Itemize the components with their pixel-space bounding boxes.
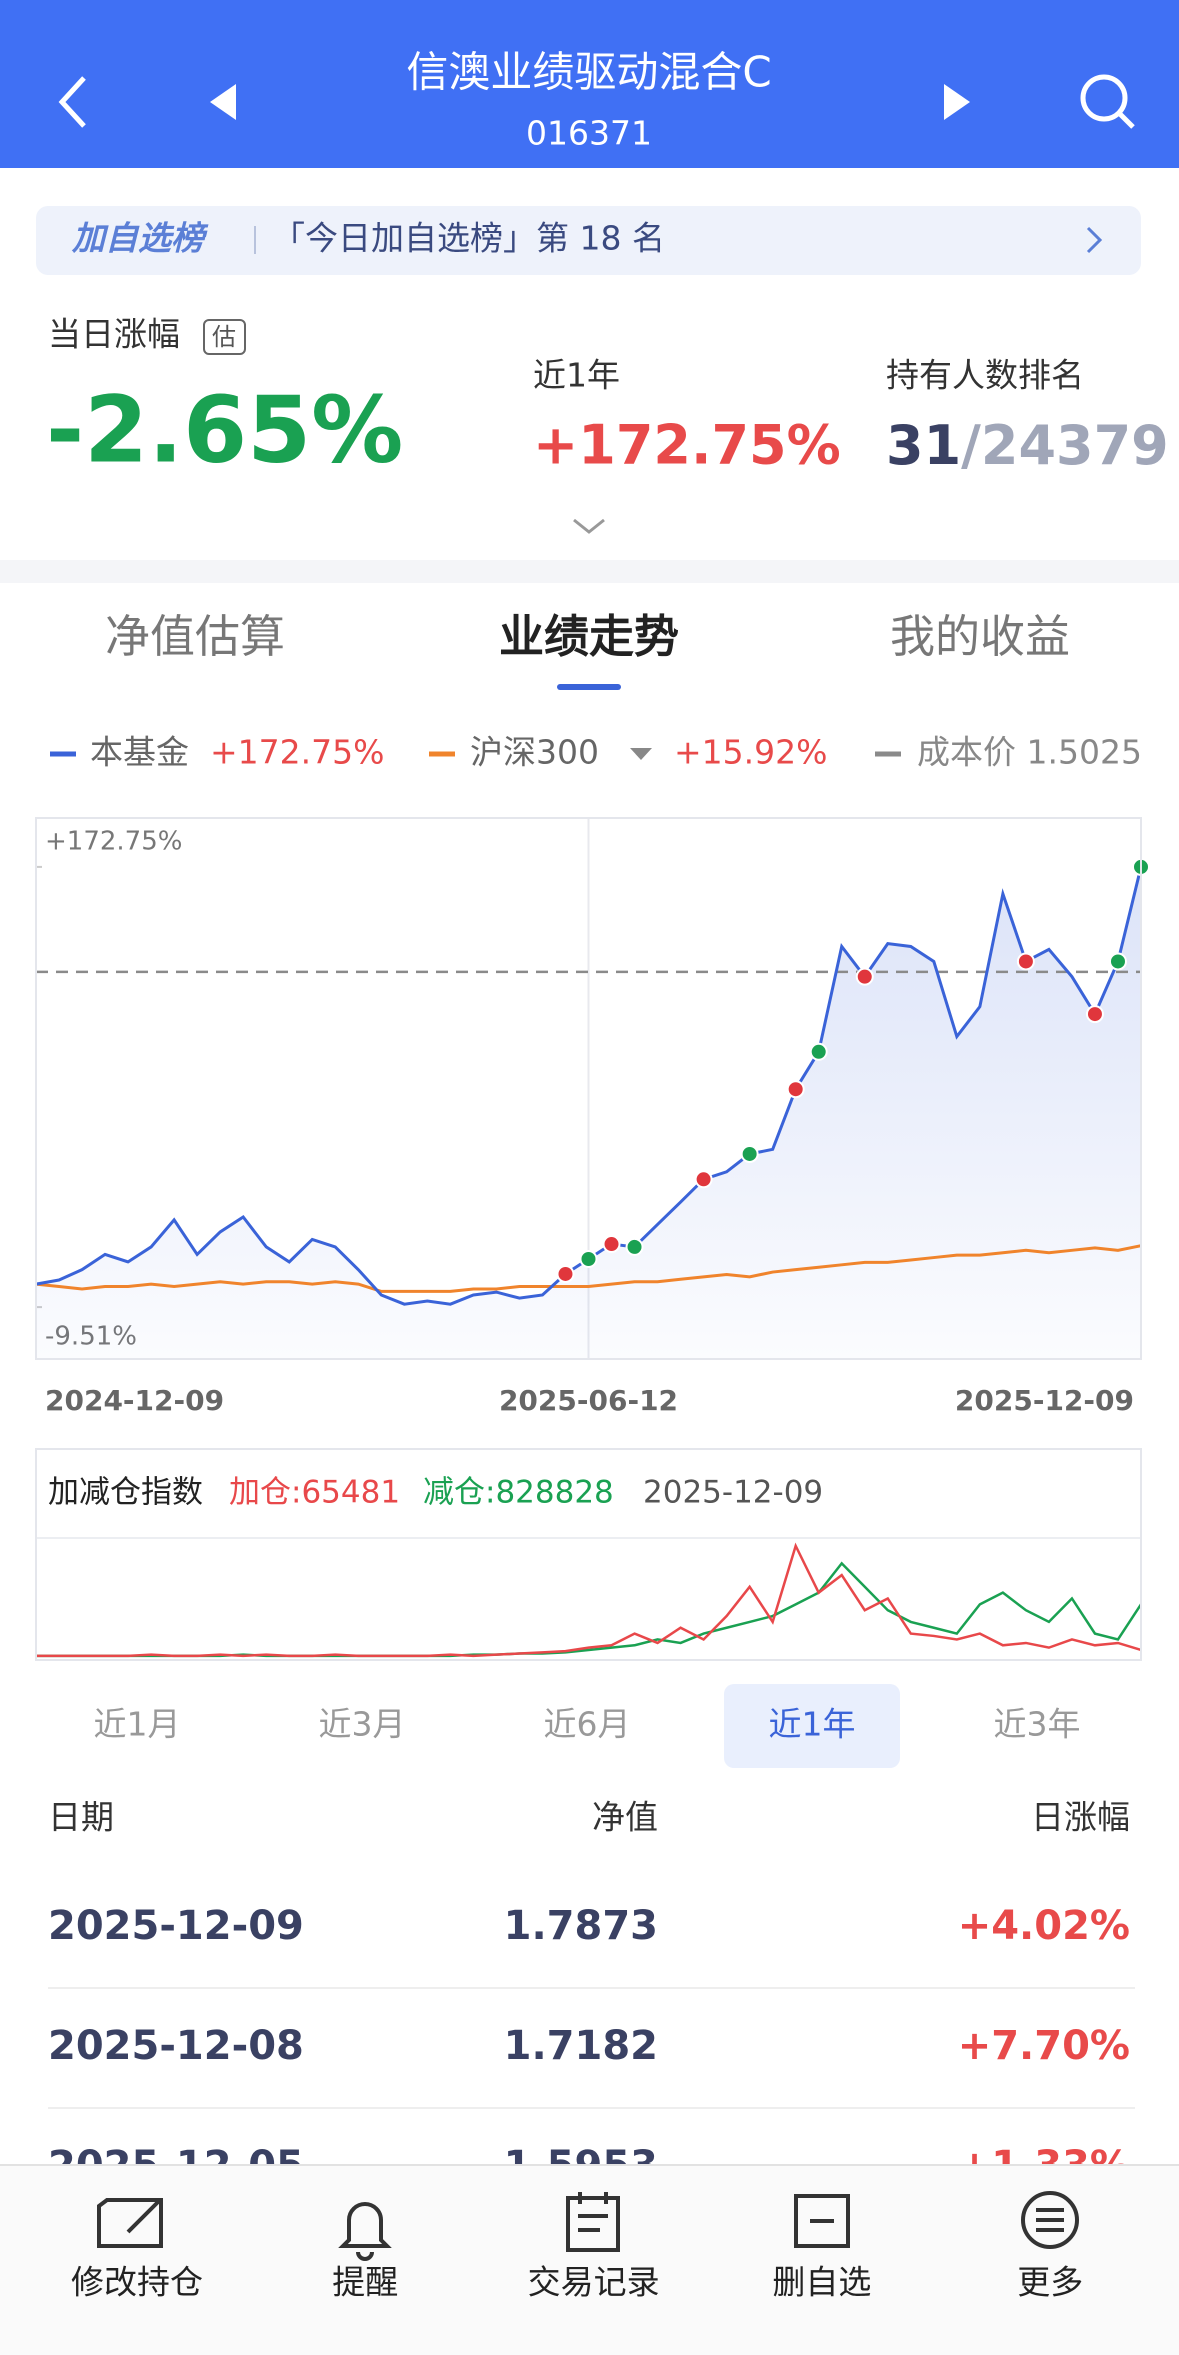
year-label: 近1年 (533, 356, 620, 395)
tab[interactable]: 业绩走势 (499, 610, 679, 663)
badge (203, 319, 246, 355)
search-button[interactable] (1080, 74, 1135, 129)
header-bar (0, 0, 1179, 168)
holders-rank: 31/24379 (886, 414, 1169, 477)
signal-dot (579, 1250, 598, 1269)
legend-name: 本基金 (90, 733, 189, 772)
badge-text: 估 (212, 323, 236, 351)
signal-dot (855, 967, 874, 986)
next-button[interactable] (944, 84, 970, 120)
period-tab[interactable]: 近1月 (94, 1705, 181, 1744)
fund-code: 016371 (526, 114, 652, 153)
signal-dot (740, 1144, 759, 1163)
rank-banner[interactable] (36, 206, 1141, 275)
series-line (35, 1244, 1142, 1293)
table-header: 日涨幅 (1031, 1798, 1130, 1837)
table-header: 净值 (592, 1798, 658, 1837)
dropdown[interactable] (630, 748, 652, 760)
legend-value: +172.75% (210, 733, 384, 772)
banner-tag: 加自选榜 (71, 219, 209, 258)
table-cell: 1.7873 (504, 1903, 658, 1949)
signal-dot (556, 1264, 575, 1283)
signal-dot (625, 1237, 644, 1256)
toolbar-label[interactable]: 更多 (1017, 2263, 1083, 2302)
x-tick-label: 2025-12-09 (955, 1384, 1134, 1417)
tab[interactable]: 净值估算 (105, 610, 285, 663)
signal-dot (694, 1170, 713, 1189)
fund-title: 信澳业绩驱动混合C (406, 48, 771, 97)
add-label: 加仓:65481 (229, 1475, 400, 1511)
year-value: +172.75% (533, 414, 841, 477)
more-icon (1021, 2191, 1079, 2249)
record-icon (566, 2192, 620, 2252)
chevron (1086, 226, 1103, 254)
expand[interactable] (573, 518, 605, 534)
index-frame (35, 1448, 1142, 1661)
more-lines (1036, 2208, 1064, 2232)
toolbar-label[interactable]: 删自选 (772, 2263, 871, 2302)
table-cell: +4.02% (958, 1903, 1130, 1949)
total: /24379 (961, 414, 1169, 477)
signal-dot (1085, 1005, 1104, 1024)
legend-value: +15.92% (674, 733, 827, 772)
separator (0, 560, 1179, 583)
fund-area (36, 866, 1141, 1359)
toolbar-label[interactable]: 交易记录 (528, 2263, 660, 2302)
table-header: 日期 (48, 1798, 114, 1837)
toolbar: 修改持仓 提醒 交易记录 删自选 更多 (0, 2164, 1179, 2355)
remove-icon (794, 2194, 850, 2248)
legend-name: 成本价 1.5025 (917, 733, 1142, 772)
signal-dot (602, 1235, 621, 1254)
table-cell: 1.7182 (504, 2023, 658, 2069)
tab-underline (557, 684, 621, 690)
prev-button[interactable] (210, 84, 236, 120)
x-tick-label: 2025-06-12 (499, 1384, 678, 1417)
edit-icon (97, 2198, 163, 2248)
icons (97, 2191, 1079, 2261)
signal-dot (1108, 952, 1127, 971)
signal-dot (1016, 952, 1035, 971)
tab[interactable]: 我的收益 (890, 610, 1070, 663)
index-line (36, 1561, 1143, 1658)
index-date: 2025-12-09 (643, 1475, 823, 1511)
period-tab[interactable]: 近1年 (769, 1705, 856, 1744)
x-tick-label: 2024-12-09 (45, 1384, 224, 1417)
daily-label: 当日涨幅 (48, 315, 180, 354)
banner-text: 「今日加自选榜」第 18 名 (272, 219, 665, 258)
toolbar-label[interactable]: 提醒 (332, 2263, 398, 2302)
period-tab[interactable]: 近3年 (994, 1705, 1081, 1744)
legend-name: 沪深300 (470, 733, 599, 772)
table-cell: +7.70% (958, 2023, 1130, 2069)
back-button[interactable] (58, 76, 86, 128)
chart-frame (35, 817, 1142, 1360)
period-tab[interactable]: 近3月 (319, 1705, 406, 1744)
table-cell: 2025-12-08 (48, 2023, 304, 2069)
daily-value: -2.65% (46, 376, 403, 483)
table-cell: 2025-12-09 (48, 1903, 304, 1949)
signal-dot (786, 1080, 805, 1099)
holders-label: 持有人数排名 (886, 356, 1084, 395)
period-tab[interactable]: 近6月 (544, 1705, 631, 1744)
reduce-label: 减仓:828828 (423, 1475, 614, 1511)
rank: 31 (886, 414, 961, 477)
toolbar-label[interactable]: 修改持仓 (71, 2263, 203, 2302)
toolbar-bg (0, 2165, 1179, 2355)
signal-dot (809, 1042, 828, 1061)
bell-icon (338, 2202, 392, 2261)
index-line (36, 1542, 1142, 1658)
y-tick-label: +172.75% (45, 826, 182, 856)
index-title: 加减仓指数 (48, 1475, 203, 1511)
period-active-bg (724, 1684, 900, 1768)
